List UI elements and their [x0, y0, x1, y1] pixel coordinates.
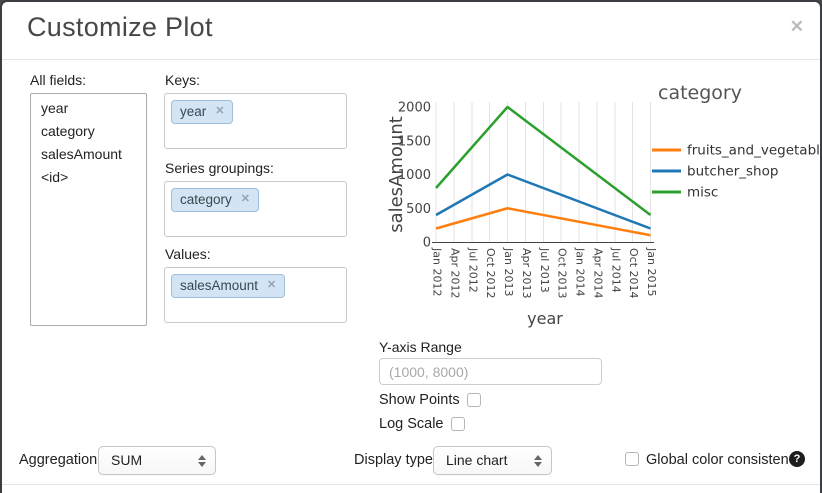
y-tick-label: 1000 — [398, 168, 431, 183]
header-divider — [2, 59, 820, 60]
list-item[interactable]: category — [41, 123, 95, 139]
select-stepper-icon — [198, 454, 206, 467]
select-stepper-icon — [534, 454, 542, 467]
global-color-consistency-checkbox[interactable] — [625, 452, 639, 466]
dialog-title: Customize Plot — [27, 12, 213, 42]
x-tick-label: Jan 2014 — [574, 247, 587, 296]
tag-label: category — [180, 192, 232, 207]
series-line-butcher_shop — [435, 173, 651, 230]
y-tick-label: 500 — [406, 202, 431, 217]
display-type-select[interactable]: Line chart — [433, 446, 552, 475]
x-tick-label: Oct 2013 — [556, 248, 569, 299]
series-line-fruits_and_vegetables — [435, 207, 651, 237]
remove-tag-icon[interactable]: ✕ — [240, 193, 250, 205]
global-color-consistency-label: Global color consistency — [646, 452, 804, 468]
log-scale-row: Log Scale — [379, 416, 465, 432]
aggregation-value: SUM — [111, 452, 143, 468]
display-type-label: Display type: — [354, 452, 438, 468]
close-icon[interactable]: ✕ — [789, 17, 804, 36]
x-tick-label: Jan 2013 — [502, 247, 515, 296]
show-points-checkbox[interactable] — [466, 393, 481, 407]
x-tick-label: Oct 2012 — [484, 248, 497, 299]
legend-label-fruits_and_vegetables: fruits_and_vegetables — [687, 143, 822, 159]
footer-divider — [2, 484, 820, 485]
help-question-icon[interactable]: ? — [789, 451, 805, 467]
y-tick-label: 0 — [423, 236, 431, 251]
x-tick-label: Apr 2012 — [448, 248, 461, 299]
series-groupings-label: Series groupings: — [165, 160, 274, 176]
log-scale-label: Log Scale — [379, 416, 444, 432]
y-axis-range-input[interactable] — [379, 358, 602, 385]
x-tick-label: Jul 2012 — [466, 247, 479, 293]
values-tag-salesamount[interactable]: salesAmount ✕ — [171, 274, 286, 298]
x-tick-label: Jan 2015 — [645, 247, 658, 296]
log-scale-checkbox[interactable] — [450, 417, 465, 431]
y-tick-label: 1500 — [398, 134, 431, 149]
legend-label-misc: misc — [687, 185, 718, 201]
series-tag-category[interactable]: category ✕ — [171, 188, 259, 212]
series-line-misc — [435, 105, 652, 216]
all-fields-label: All fields: — [30, 72, 87, 88]
series-groupings-dropzone[interactable]: category ✕ — [164, 181, 347, 237]
keys-label: Keys: — [165, 72, 201, 88]
tag-label: salesAmount — [180, 278, 259, 293]
keys-dropzone[interactable]: year ✕ — [164, 93, 347, 149]
y-axis-range-label: Y-axis Range — [379, 339, 462, 355]
x-tick-label: Jul 2013 — [538, 247, 551, 293]
tag-label: year — [180, 104, 207, 119]
x-axis-title: year — [527, 309, 563, 328]
y-tick-label: 2000 — [398, 101, 431, 116]
legend-label-butcher_shop: butcher_shop — [687, 164, 778, 180]
aggregation-label: Aggregation: — [19, 452, 102, 468]
display-type-value: Line chart — [446, 452, 508, 468]
x-tick-label: Oct 2014 — [627, 248, 640, 299]
all-fields-listbox[interactable]: year category salesAmount <id> — [30, 93, 147, 326]
x-tick-label: Jul 2014 — [609, 247, 622, 293]
x-tick-label: Apr 2014 — [591, 248, 604, 299]
y-axis-title: salesAmount — [386, 116, 407, 233]
x-tick-label: Jan 2012 — [431, 247, 444, 296]
show-points-label: Show Points — [379, 392, 460, 408]
list-item[interactable]: salesAmount — [41, 146, 122, 162]
remove-tag-icon[interactable]: ✕ — [267, 279, 277, 291]
legend-title: category — [658, 82, 742, 104]
x-tick-label: Apr 2013 — [520, 248, 533, 299]
keys-tag-year[interactable]: year ✕ — [171, 100, 234, 124]
values-dropzone[interactable]: salesAmount ✕ — [164, 267, 347, 323]
values-label: Values: — [165, 246, 211, 262]
show-points-row: Show Points — [379, 392, 481, 408]
list-item[interactable]: year — [41, 100, 69, 116]
aggregation-select[interactable]: SUM — [98, 446, 216, 475]
list-item[interactable]: <id> — [41, 169, 69, 185]
remove-tag-icon[interactable]: ✕ — [215, 105, 225, 117]
